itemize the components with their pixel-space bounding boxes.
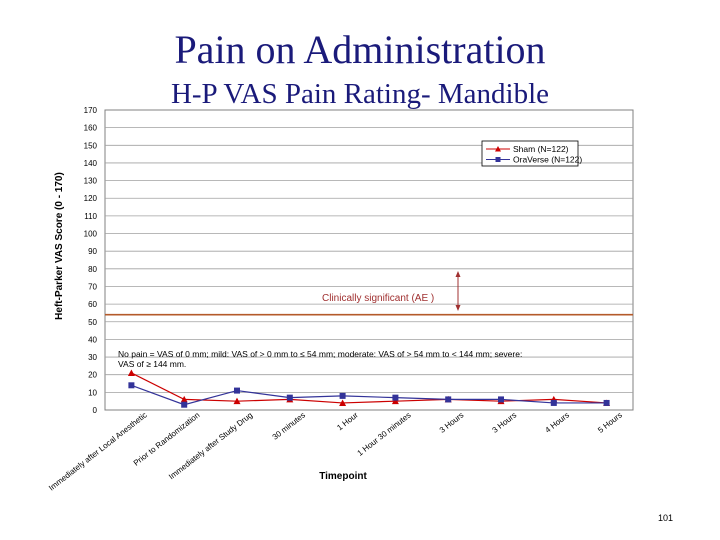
- sham-point: [339, 399, 347, 406]
- y-tick-label: 40: [88, 335, 97, 344]
- series-line-1: [131, 384, 607, 406]
- y-tick-label: 100: [84, 230, 98, 239]
- oraverse-point: [603, 399, 610, 406]
- x-tick-label: 30 minutes: [271, 410, 307, 441]
- oraverse-point: [286, 394, 293, 401]
- y-tick-label: 90: [88, 247, 97, 256]
- y-tick-label: 60: [88, 300, 97, 309]
- y-tick-label: 140: [84, 159, 98, 168]
- y-tick-label: 120: [84, 194, 98, 203]
- x-tick-label: Immediately after Study Drug: [167, 410, 254, 481]
- y-tick-label: 80: [88, 265, 97, 274]
- slide-title: Pain on Administration: [174, 27, 546, 72]
- legend-marker-triangle: [495, 146, 501, 152]
- oraverse-point: [181, 401, 188, 408]
- severity-note-line-2: VAS of ≥ 144 mm.: [118, 359, 186, 369]
- x-tick-label: 3 Hours: [438, 410, 466, 434]
- x-tick-label: 5 Hours: [596, 410, 624, 434]
- y-tick-label: 170: [84, 106, 98, 115]
- y-tick-label: 10: [88, 388, 97, 397]
- ae-annotation: Clinically significant (AE ): [322, 271, 461, 311]
- oraverse-point: [392, 394, 399, 401]
- ae-arrow-head-bottom: [455, 305, 461, 311]
- oraverse-point: [339, 392, 346, 399]
- grid: [105, 127, 633, 393]
- y-tick-label: 160: [84, 124, 98, 133]
- page-number: 101: [658, 513, 674, 523]
- oraverse-point: [445, 396, 452, 403]
- y-tick-label: 130: [84, 177, 98, 186]
- sham-point: [180, 395, 188, 403]
- y-tick-labels: 0 10 20 30 40 50 60 70 80 90 100 110 120 130 140 150 160…: [84, 106, 98, 415]
- sham-point: [233, 397, 241, 405]
- ae-label: Clinically significant (AE ): [322, 293, 434, 304]
- x-tick-label: Immediately after Local Anesthetic: [47, 410, 149, 492]
- x-tick-label: 1 Hour: [335, 410, 360, 432]
- oraverse-point: [234, 387, 240, 394]
- y-tick-label: 0: [93, 406, 98, 415]
- y-tick-label: 20: [88, 371, 97, 380]
- legend-marker-square: [495, 157, 501, 162]
- ae-arrow-head-top: [455, 271, 461, 277]
- legend: Sham (N=122) OraVerse (N=122): [481, 140, 582, 167]
- severity-note-line-1: No pain = VAS of 0 mm; mild: VAS of > 0 …: [118, 349, 522, 359]
- x-tick-label: 4 Hours: [543, 410, 571, 434]
- y-axis-title: Heft-Parker VAS Score (0 - 170): [54, 172, 65, 320]
- legend-label-oraverse: OraVerse (N=122): [513, 155, 582, 165]
- x-axis-title: Timepoint: [319, 471, 367, 482]
- sham-point: [391, 397, 399, 405]
- y-tick-label: 150: [84, 141, 98, 150]
- y-tick-label: 50: [88, 318, 97, 327]
- oraverse-point: [550, 399, 557, 406]
- y-tick-label: 30: [88, 353, 97, 362]
- sham-point: [127, 369, 135, 376]
- series: [127, 369, 611, 408]
- oraverse-point: [128, 382, 135, 389]
- oraverse-point: [498, 396, 504, 403]
- x-tick-label: 1 Hour 30 minutes: [356, 410, 413, 457]
- x-tick-label: 3 Hours: [491, 410, 519, 434]
- series-line-0: [131, 372, 607, 404]
- slide-subtitle: H-P VAS Pain Rating- Mandible: [170, 78, 550, 110]
- severity-note: No pain = VAS of 0 mm; mild: VAS of > 0 …: [118, 349, 525, 369]
- y-tick-label: 110: [84, 212, 97, 221]
- legend-label-sham: Sham (N=122): [513, 144, 569, 154]
- y-tick-label: 70: [88, 282, 97, 291]
